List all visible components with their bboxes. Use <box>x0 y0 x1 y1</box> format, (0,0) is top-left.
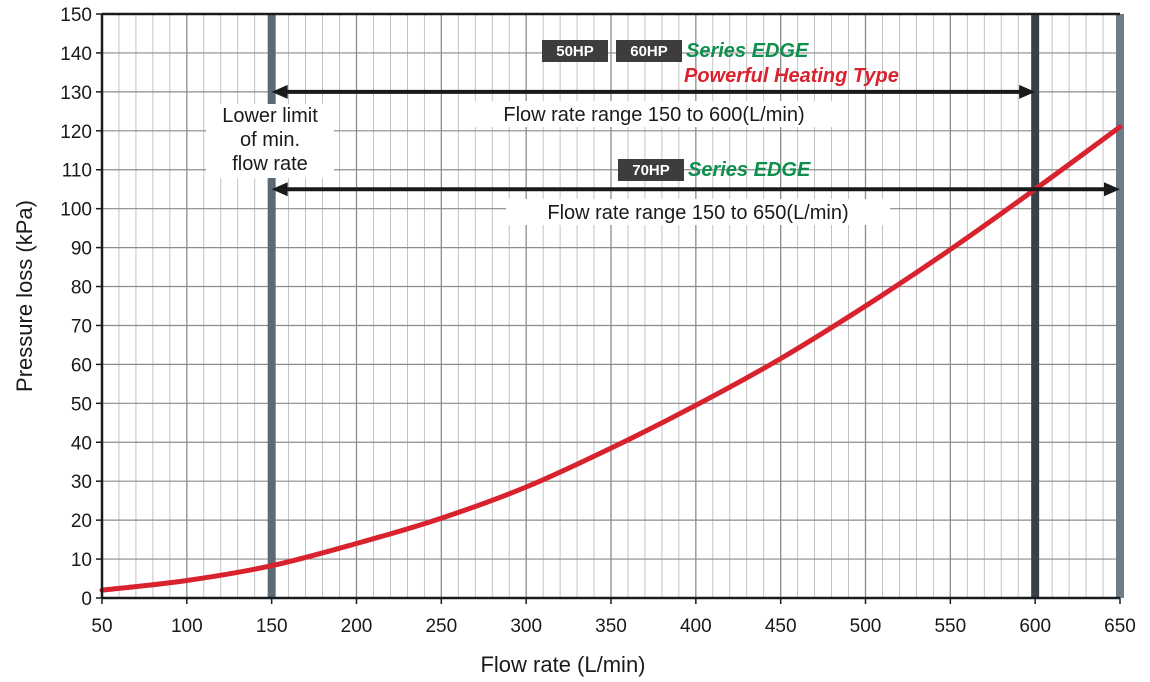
y-tick-label: 100 <box>60 200 92 221</box>
range-text-650: Flow rate range 150 to 650(L/min) <box>547 202 848 224</box>
badge-70hp: 70HP <box>632 162 670 179</box>
x-tick-label: 150 <box>256 616 288 637</box>
x-tick-label: 650 <box>1104 616 1136 637</box>
y-tick-label: 0 <box>81 589 92 610</box>
range-arrow-600 <box>271 84 1036 99</box>
x-axis-title: Flow rate (L/min) <box>480 652 645 677</box>
y-tick-label: 80 <box>71 278 92 299</box>
x-tick-label: 600 <box>1019 616 1051 637</box>
badge-60hp: 60HP <box>630 43 668 60</box>
lower-limit-text: of min. <box>240 129 300 151</box>
x-tick-label: 50 <box>91 616 112 637</box>
y-tick-label: 70 <box>71 316 92 337</box>
series-edge-label: Series EDGE <box>686 40 809 62</box>
x-tick-label: 300 <box>510 616 542 637</box>
x-tick-label: 250 <box>425 616 457 637</box>
annotations: 50HP 60HP Series EDGE Powerful Heating Type… <box>206 40 1120 225</box>
x-tick-label: 100 <box>171 616 203 637</box>
ticks: 50 100 150 200 250 300 350 400 450 500 550 600 650 0 1… <box>60 5 1136 637</box>
badge-50hp-box <box>542 40 608 62</box>
x-tick-label: 450 <box>765 616 797 637</box>
y-tick-label: 110 <box>62 161 92 182</box>
y-axis-title: Pressure loss (kPa) <box>12 200 37 392</box>
y-tick-label: 20 <box>71 511 92 532</box>
y-tick-label: 140 <box>60 44 92 65</box>
y-tick-label: 90 <box>71 239 92 260</box>
range-text-bg-600 <box>462 101 846 127</box>
series-edge-label-70: Series EDGE <box>688 159 811 181</box>
x-tick-label: 400 <box>680 616 712 637</box>
range-arrow-650 <box>271 182 1120 197</box>
x-tick-label: 350 <box>595 616 627 637</box>
lower-limit-text: flow rate <box>232 153 308 175</box>
y-tick-label: 50 <box>71 394 92 415</box>
badge-60hp-box <box>616 40 682 62</box>
y-tick-label: 40 <box>71 433 92 454</box>
range-text-600: Flow rate range 150 to 600(L/min) <box>503 104 804 126</box>
y-tick-label: 130 <box>60 83 92 104</box>
y-tick-label: 30 <box>71 472 92 493</box>
powerful-heating-label: Powerful Heating Type <box>684 65 899 87</box>
range-arrow-600-head-right <box>1019 84 1036 99</box>
y-tick-label: 10 <box>71 550 92 571</box>
y-tick-label: 120 <box>60 122 92 143</box>
lower-limit-text: Lower limit <box>222 105 318 127</box>
badge-50hp: 50HP <box>556 43 594 60</box>
range-text-bg-650 <box>506 199 890 225</box>
x-tick-label: 200 <box>341 616 373 637</box>
y-tick-label: 150 <box>60 5 92 26</box>
range-arrow-650-head-left <box>271 182 288 197</box>
y-tick-label: 60 <box>71 355 92 376</box>
x-tick-label: 550 <box>934 616 966 637</box>
series <box>99 124 1123 593</box>
range-arrow-650-head-right <box>1104 182 1120 197</box>
badge-70hp-box <box>618 159 684 181</box>
x-tick-label: 500 <box>850 616 882 637</box>
lower-limit-bg <box>206 104 334 178</box>
pressure-loss-curve <box>99 124 1123 593</box>
range-arrow-600-head-left <box>271 84 288 99</box>
